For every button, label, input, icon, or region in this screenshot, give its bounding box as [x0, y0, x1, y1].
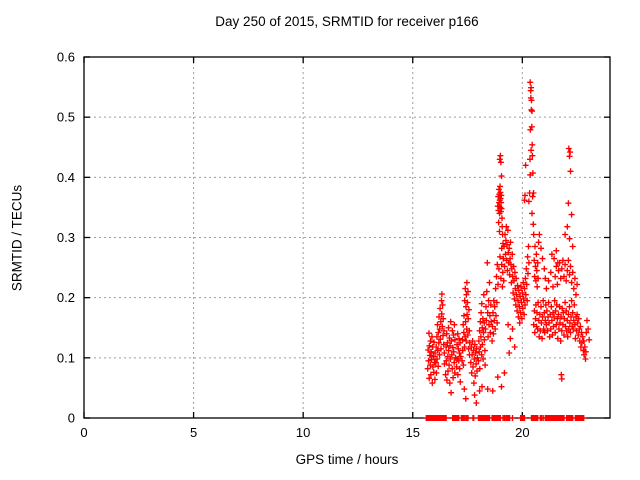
x-tick-label: 0	[80, 425, 87, 440]
y-tick-label: 0.5	[57, 110, 75, 125]
data-points	[423, 79, 593, 421]
y-tick-label: 0.2	[57, 290, 75, 305]
y-tick-label: 0.3	[57, 230, 75, 245]
x-tick-label: 10	[296, 425, 310, 440]
x-axis-label: GPS time / hours	[295, 452, 399, 467]
y-tick-label: 0.6	[57, 50, 75, 65]
y-tick-label: 0.4	[57, 170, 75, 185]
y-tick-label: 0.1	[57, 350, 75, 365]
chart-title: Day 250 of 2015, SRMTID for receiver p16…	[215, 14, 479, 29]
y-tick-label: 0	[68, 411, 75, 426]
x-tick-label: 20	[515, 425, 529, 440]
x-tick-label: 15	[406, 425, 420, 440]
x-tick-label: 5	[190, 425, 197, 440]
